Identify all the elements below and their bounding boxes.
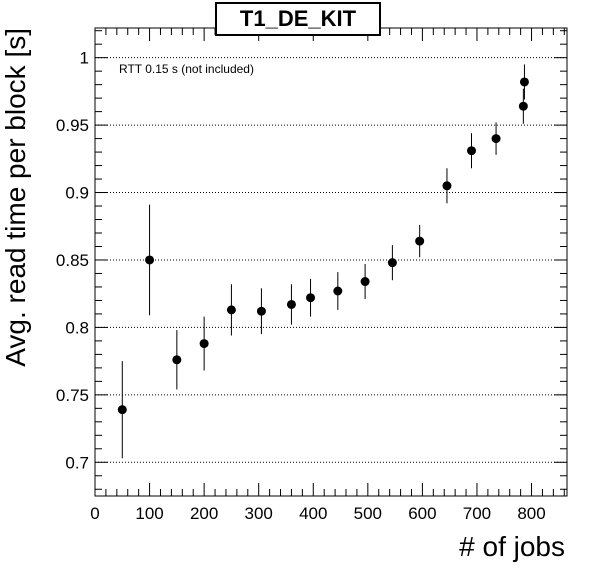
data-point (467, 146, 477, 156)
data-point (172, 355, 182, 365)
x-tick-label: 600 (408, 504, 436, 523)
y-tick-label: 0.9 (65, 184, 89, 203)
y-tick-label: 0.8 (65, 318, 89, 337)
x-tick-labels: 0 100 200 300 400 500 600 700 800 (90, 504, 545, 523)
rtt-annotation: RTT 0.15 s (not included) (119, 62, 254, 76)
x-tick-label: 200 (190, 504, 218, 523)
data-point (226, 305, 236, 315)
plot-frame (94, 27, 568, 497)
y-tick-label: 0.75 (56, 386, 89, 405)
y-tick-label: 0.95 (56, 116, 89, 135)
data-point (518, 101, 528, 111)
x-axis-title: # of jobs (459, 531, 565, 562)
axis-ticks (94, 28, 567, 496)
y-tick-label: 0.7 (65, 453, 89, 472)
data-point (286, 299, 296, 309)
y-axis-title: Avg. read time per block [s] (0, 28, 31, 367)
y-tick-labels: 0.7 0.75 0.8 0.85 0.9 0.95 1 (56, 49, 89, 473)
data-point (333, 286, 343, 296)
x-tick-label: 100 (135, 504, 163, 523)
data-point (256, 306, 266, 316)
chart-title: T1_DE_KIT (215, 2, 381, 36)
x-tick-label: 300 (245, 504, 273, 523)
data-point (519, 77, 529, 87)
data-point (360, 277, 370, 287)
y-tick-label: 0.85 (56, 251, 89, 270)
x-tick-label: 0 (90, 504, 99, 523)
data-point (199, 339, 209, 349)
x-tick-label: 700 (463, 504, 491, 523)
data-point (306, 293, 316, 303)
data-point (415, 236, 425, 246)
data-point (491, 134, 501, 144)
x-tick-label: 400 (299, 504, 327, 523)
gridlines (95, 57, 567, 463)
y-tick-label: 1 (80, 49, 89, 68)
x-tick-label: 500 (354, 504, 382, 523)
data-points (117, 64, 529, 459)
x-tick-label: 800 (517, 504, 545, 523)
data-point (387, 258, 397, 268)
data-point (117, 405, 127, 415)
data-point (442, 181, 452, 191)
data-point (145, 255, 155, 265)
